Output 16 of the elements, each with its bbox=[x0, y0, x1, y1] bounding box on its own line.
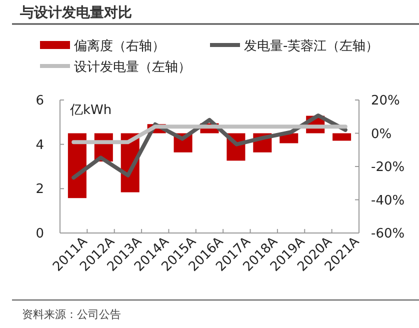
y-tick-label: 4 bbox=[36, 138, 44, 153]
y-tick-label: 0 bbox=[36, 226, 44, 242]
text: 资料来源：公司公告 bbox=[22, 308, 121, 321]
chart-title: 与设计发电量对比 bbox=[19, 5, 132, 21]
y2-tick-label: -40% bbox=[371, 193, 405, 208]
y-tick-label: 6 bbox=[36, 94, 44, 109]
bar bbox=[332, 133, 352, 141]
y2-tick-label: 20% bbox=[371, 94, 400, 109]
legend-label: 发电量-芙蓉江（左轴） bbox=[244, 39, 379, 54]
legend-label: 偏离度（右轴） bbox=[74, 38, 165, 54]
y-tick-label: 2 bbox=[36, 182, 44, 198]
y2-tick-label: 0% bbox=[371, 126, 392, 142]
y-axis-title: 亿kWh bbox=[69, 103, 112, 118]
legend-label: 设计发电量（左轴） bbox=[74, 60, 191, 75]
y2-tick-label: -20% bbox=[371, 160, 405, 176]
y2-tick-label: -60% bbox=[371, 226, 405, 242]
